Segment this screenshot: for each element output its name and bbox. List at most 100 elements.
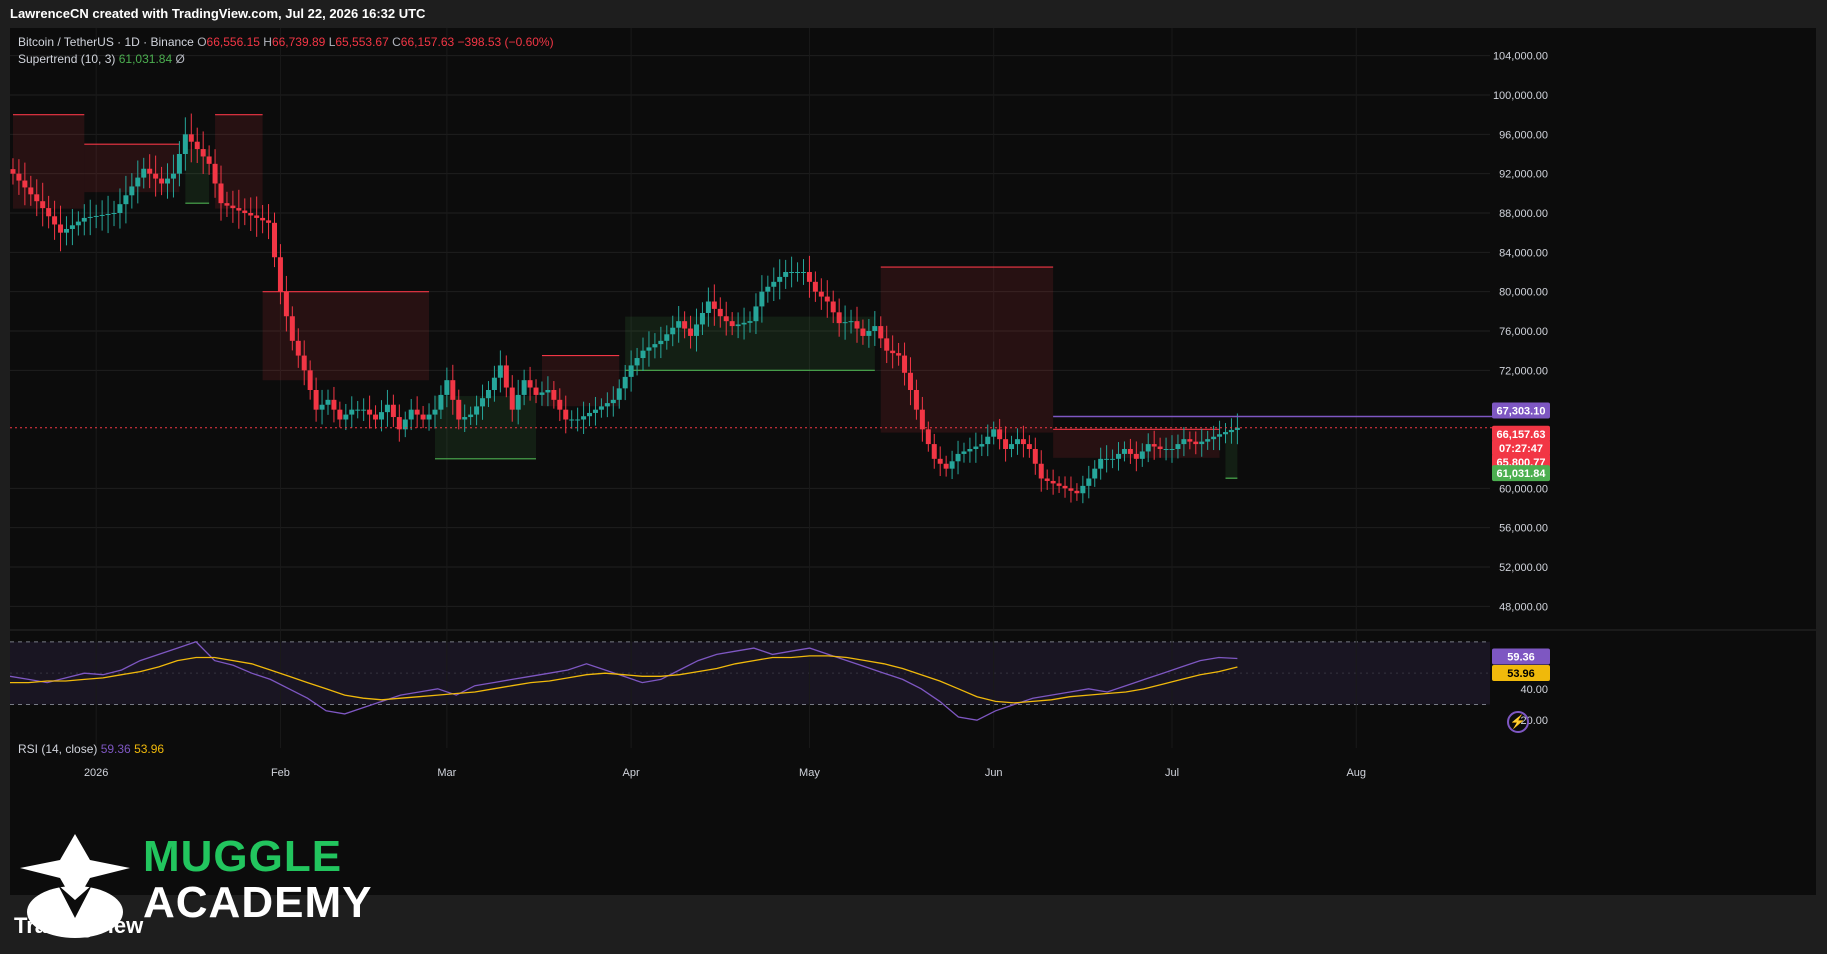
candle-body xyxy=(117,204,123,213)
candle-body xyxy=(1032,449,1038,464)
candle-body xyxy=(806,272,812,282)
candle-body xyxy=(688,328,694,336)
candle-body xyxy=(46,208,52,217)
candle-body xyxy=(587,412,593,417)
candle-body xyxy=(943,463,949,469)
candle-body xyxy=(741,322,747,325)
candle-body xyxy=(598,406,604,410)
chart-canvas[interactable]: 104,000.00 100,000.00 96,000.00 92,000.00 88… xyxy=(10,28,1816,895)
candle-body xyxy=(717,308,723,317)
candle-body xyxy=(812,281,818,292)
candle-body xyxy=(1223,432,1229,435)
candle-body xyxy=(337,409,343,420)
rsi-ma-line xyxy=(10,655,1238,704)
supertrend-legend[interactable]: Supertrend (10, 3) 61,031.84 Ø xyxy=(18,52,185,66)
candle-body xyxy=(1056,483,1062,486)
candle-body xyxy=(22,180,28,188)
candle-body xyxy=(432,409,438,415)
y-tick-label: 92,000.00 xyxy=(1499,169,1548,181)
candle-body xyxy=(783,272,789,277)
candle-body xyxy=(503,365,509,388)
candle-body xyxy=(1038,463,1044,479)
candle-body xyxy=(931,444,937,459)
candle-body xyxy=(438,394,444,410)
candle-body xyxy=(260,217,266,221)
candle-body xyxy=(135,177,141,187)
supertrend-fill xyxy=(880,267,1054,433)
candle-body xyxy=(919,409,925,430)
candle-body xyxy=(1116,453,1122,459)
candle-body xyxy=(616,388,622,400)
candle-body xyxy=(985,436,991,445)
candle-body xyxy=(1068,488,1074,491)
candle-body xyxy=(468,414,474,418)
candle-body xyxy=(159,178,165,184)
candle-body xyxy=(16,173,22,181)
candle-body xyxy=(254,215,260,218)
candle-body xyxy=(902,355,908,373)
candle-body xyxy=(890,350,896,354)
candle-body xyxy=(105,213,111,215)
candle-body xyxy=(729,321,735,327)
candle-body xyxy=(170,173,176,179)
candle-body xyxy=(515,394,521,410)
symbol-legend: Bitcoin / TetherUS · 1D · Binance O66,55… xyxy=(18,35,554,49)
candle-body xyxy=(1098,458,1104,469)
candle-body xyxy=(485,390,491,399)
candle-body xyxy=(1217,434,1223,437)
candle-body xyxy=(176,154,182,174)
candle-body xyxy=(236,208,242,211)
rsi-label: RSI (14, close) xyxy=(18,742,98,756)
lightning-icon[interactable]: ⚡ xyxy=(1507,711,1529,733)
candle-body xyxy=(325,399,331,405)
candle-body xyxy=(1110,458,1116,460)
y-tick-label: 100,000.00 xyxy=(1493,90,1548,102)
candle-body xyxy=(474,406,480,415)
supertrend-value: 61,031.84 xyxy=(118,52,173,66)
candle-body xyxy=(658,340,664,345)
candle-body xyxy=(634,358,640,366)
candle-body xyxy=(34,194,40,202)
candle-body xyxy=(206,156,212,164)
candle-body xyxy=(610,399,616,404)
candle-body xyxy=(652,344,658,348)
candle-body xyxy=(848,321,854,323)
candle-body xyxy=(795,272,801,273)
candle-body xyxy=(99,214,105,216)
y-tick-label: 48,000.00 xyxy=(1499,601,1548,613)
candle-body xyxy=(1050,480,1056,484)
rsi-ma-tag: 53.96 xyxy=(1492,664,1550,681)
candle-body xyxy=(961,451,967,454)
candle-body xyxy=(551,390,557,400)
candle-body xyxy=(539,392,545,395)
candle-body xyxy=(836,312,842,324)
candle-body xyxy=(955,453,961,462)
candle-body xyxy=(277,257,283,292)
y-tick-label: 52,000.00 xyxy=(1499,562,1548,574)
chart-frame[interactable]: 104,000.00 100,000.00 96,000.00 92,000.00 88… xyxy=(10,28,1816,895)
supertrend-fill xyxy=(1225,429,1238,479)
candle-body xyxy=(1009,444,1015,449)
candle-body xyxy=(456,399,462,420)
candle-body xyxy=(1133,453,1139,459)
candle-body xyxy=(759,291,765,307)
candle-body xyxy=(450,380,456,400)
candle-body xyxy=(271,222,277,258)
supertrend-lower-tag-text: 61,031.84 xyxy=(1497,468,1547,480)
candle-body xyxy=(1151,444,1157,447)
supertrend-icon: Ø xyxy=(175,52,185,66)
candle-body xyxy=(705,301,711,313)
candle-body xyxy=(592,409,598,413)
rsi-ma-tag-bg xyxy=(1492,664,1550,681)
candle-body xyxy=(569,419,575,421)
countdown-tag-bg xyxy=(1492,439,1550,456)
y-tick-label: 104,000.00 xyxy=(1493,51,1548,63)
y-tick-label: 72,000.00 xyxy=(1499,365,1548,377)
candle-body xyxy=(1163,449,1169,450)
last-price-tag-bg xyxy=(1492,425,1550,442)
rsi-legend[interactable]: RSI (14, close) 59.36 53.96 xyxy=(18,742,164,756)
resistance-tag-text: 67,303.10 xyxy=(1497,406,1546,418)
candle-body xyxy=(1181,439,1187,445)
open-label: O xyxy=(197,35,207,49)
candle-body xyxy=(1145,444,1151,452)
